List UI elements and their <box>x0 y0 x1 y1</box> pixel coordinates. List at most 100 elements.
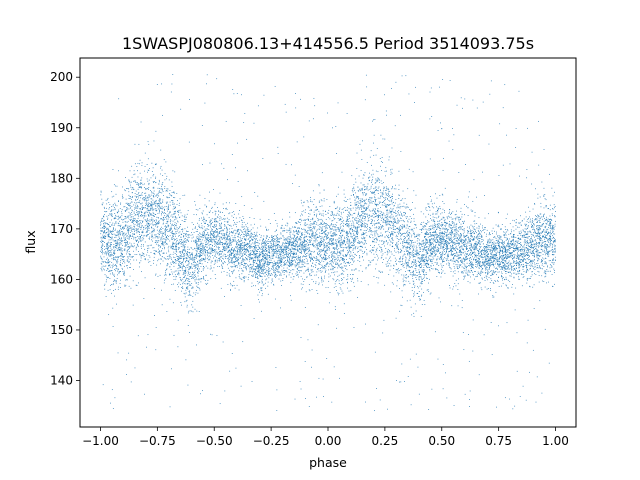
data-point <box>399 203 401 205</box>
data-point <box>330 211 332 213</box>
data-point <box>437 263 438 265</box>
data-point <box>328 276 330 278</box>
data-point <box>178 202 180 204</box>
data-point <box>368 180 370 182</box>
data-point <box>124 234 126 236</box>
data-point <box>434 225 435 226</box>
data-point <box>496 242 498 244</box>
data-point <box>288 254 289 256</box>
data-point <box>410 240 411 241</box>
data-point <box>246 246 247 247</box>
data-point <box>159 232 161 233</box>
data-point <box>441 193 443 195</box>
data-point <box>320 222 322 224</box>
data-point <box>536 233 538 234</box>
data-point <box>280 274 282 276</box>
data-point <box>163 212 165 214</box>
data-point <box>472 264 474 266</box>
data-point <box>254 235 256 236</box>
data-point <box>134 207 136 209</box>
data-point <box>372 247 373 248</box>
data-point <box>382 138 384 140</box>
data-point <box>296 241 298 243</box>
data-point <box>333 233 335 235</box>
data-point <box>290 259 292 261</box>
data-point <box>539 300 541 302</box>
data-point <box>391 87 392 89</box>
data-point <box>442 270 444 272</box>
data-point <box>244 265 246 267</box>
data-point <box>282 278 284 279</box>
data-point <box>479 233 481 235</box>
data-point <box>475 231 476 232</box>
data-point <box>435 231 436 232</box>
data-point <box>359 255 360 257</box>
data-point <box>173 211 175 213</box>
data-point <box>440 248 442 249</box>
data-point <box>529 286 531 288</box>
data-point <box>128 226 130 228</box>
data-point <box>186 252 188 254</box>
data-point <box>530 250 532 252</box>
data-point <box>363 215 365 217</box>
data-point <box>313 97 315 99</box>
data-point <box>267 285 269 287</box>
data-point <box>408 246 410 248</box>
data-point <box>377 217 379 219</box>
data-point <box>327 258 329 259</box>
data-point <box>387 204 388 205</box>
data-point <box>378 201 380 203</box>
data-point <box>491 230 493 232</box>
data-point <box>448 215 449 217</box>
data-point <box>439 233 441 235</box>
data-point <box>347 214 349 215</box>
data-point <box>238 289 240 291</box>
data-point <box>188 278 190 280</box>
data-point <box>239 233 240 235</box>
data-point <box>493 247 495 248</box>
data-point <box>511 262 513 264</box>
data-point <box>114 295 115 297</box>
data-point <box>191 247 193 249</box>
data-point <box>143 235 145 237</box>
data-point <box>455 242 456 244</box>
data-point <box>353 194 354 195</box>
data-point <box>338 265 340 266</box>
data-point <box>346 241 348 243</box>
data-point <box>147 250 149 251</box>
data-point <box>375 178 377 180</box>
data-point <box>114 213 116 214</box>
data-point <box>229 228 230 230</box>
data-point <box>526 282 528 284</box>
data-point <box>425 236 426 237</box>
data-point <box>115 221 116 223</box>
data-point <box>320 236 322 237</box>
data-point <box>444 272 446 274</box>
data-point <box>149 223 151 225</box>
data-point <box>153 201 155 203</box>
data-point <box>470 230 472 232</box>
data-point <box>449 211 450 213</box>
data-point <box>277 270 279 272</box>
data-point <box>410 229 412 231</box>
data-point <box>172 246 174 247</box>
data-point <box>216 225 217 227</box>
data-point <box>192 306 194 308</box>
data-point <box>112 283 114 285</box>
data-point <box>503 242 505 244</box>
data-point <box>252 275 254 277</box>
data-point <box>109 250 111 252</box>
data-point <box>466 235 468 237</box>
data-point <box>177 256 179 257</box>
data-point <box>551 224 553 226</box>
data-point <box>518 222 520 224</box>
data-point <box>225 208 226 210</box>
data-point <box>233 213 235 215</box>
data-point <box>201 257 203 259</box>
data-point <box>166 268 168 270</box>
data-point <box>206 252 208 253</box>
data-point <box>489 242 491 244</box>
data-point <box>407 221 409 223</box>
data-point <box>289 232 291 234</box>
